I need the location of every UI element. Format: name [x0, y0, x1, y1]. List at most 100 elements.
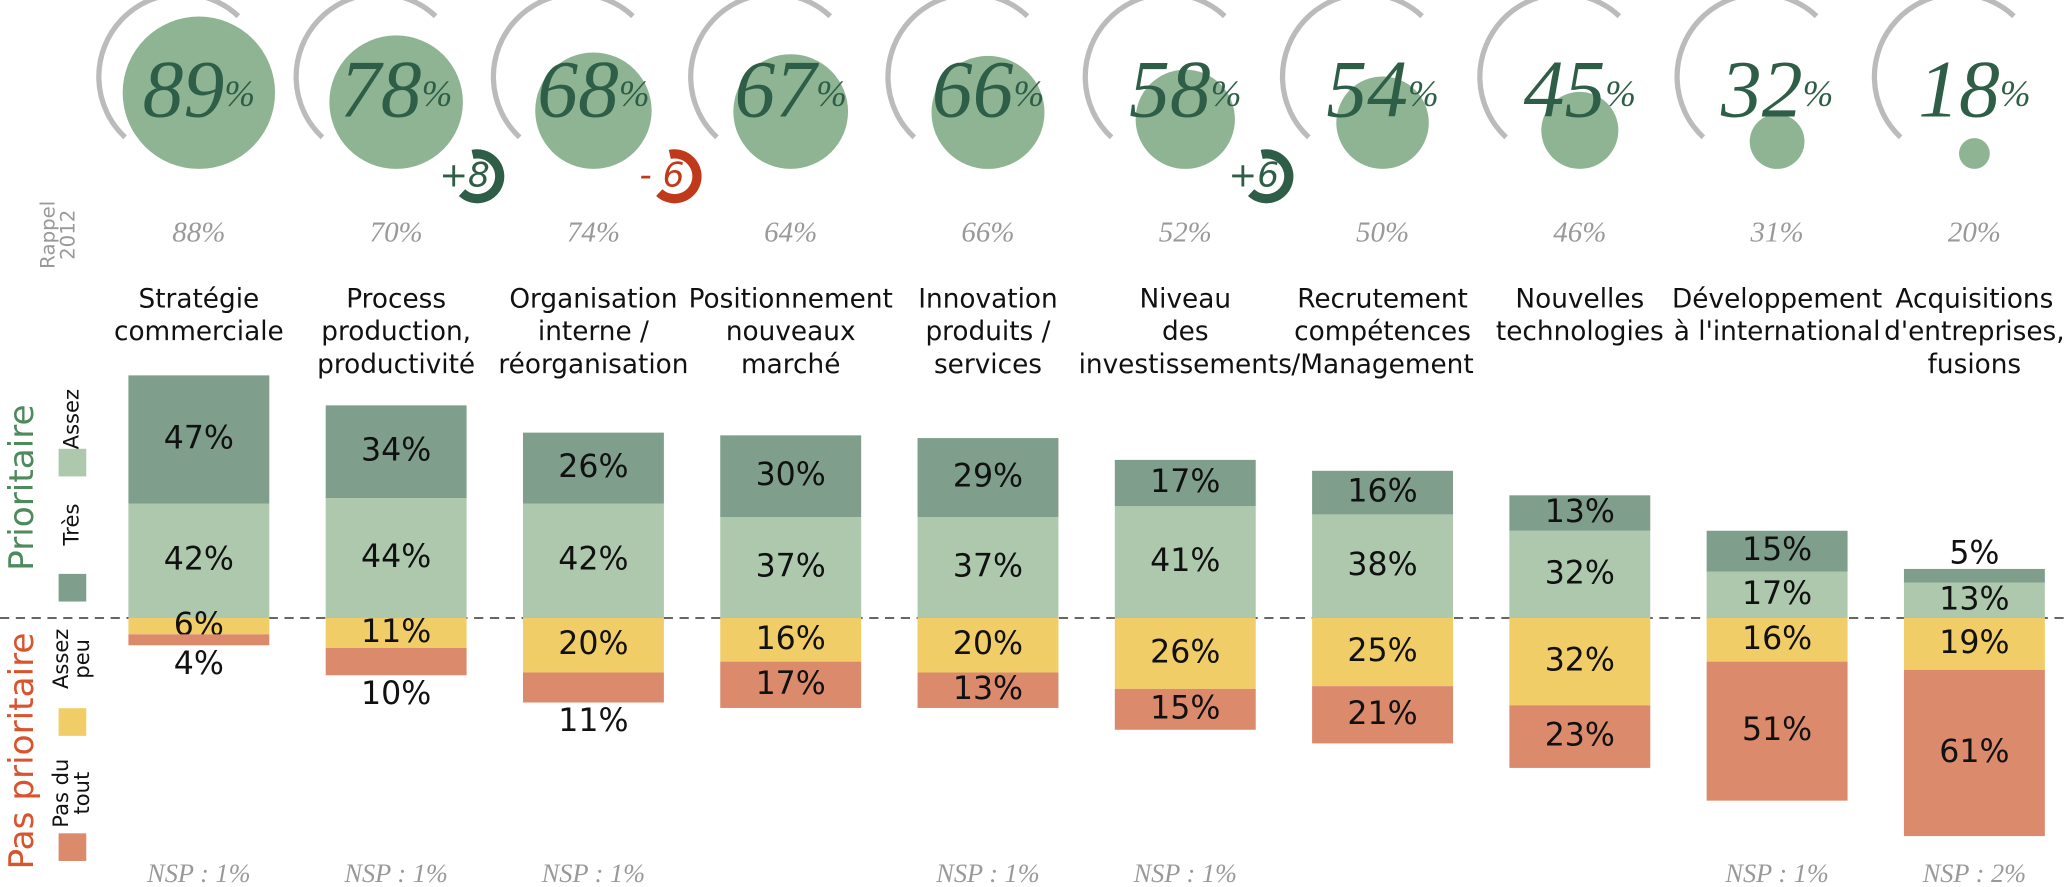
bubble-arc	[293, 0, 438, 140]
bar-segment	[720, 617, 862, 662]
recall-value: 88%	[172, 216, 225, 248]
recall-value: 70%	[370, 216, 423, 248]
nsp-label: NSP : 1%	[541, 859, 645, 887]
bar-segment	[720, 517, 862, 618]
bar-value: 61%	[1939, 734, 2009, 770]
bar-segment	[1312, 514, 1454, 618]
recall-label: Rappel2012	[36, 201, 79, 269]
bar-value: 17%	[1150, 464, 1220, 500]
category-label: Nouvelles technologies	[1496, 284, 1664, 347]
bar-segment	[1706, 571, 1848, 618]
bar-value: 51%	[1742, 712, 1812, 748]
bar-segment	[1509, 705, 1651, 768]
bar-segment	[1903, 568, 2045, 583]
nsp-label: NSP : 1%	[146, 859, 250, 887]
change-label: +6	[1229, 155, 1279, 195]
bar-segment	[522, 617, 664, 673]
bar-segment	[128, 503, 270, 618]
bar-segment	[325, 647, 467, 676]
bubble-label: 45%	[1524, 44, 1636, 135]
category-label: Organisation interne / réorganisation	[498, 284, 688, 380]
bubble-arc	[1279, 0, 1424, 140]
bar-value: 13%	[953, 671, 1023, 707]
category-label: Process production, productivité	[317, 284, 475, 380]
bar-value: 26%	[558, 449, 628, 485]
bubble-arc	[688, 0, 833, 140]
bubble	[1336, 76, 1429, 169]
bar-value: 17%	[1742, 576, 1812, 612]
nsp-label: NSP : 1%	[343, 859, 447, 887]
bar-value: 41%	[1150, 543, 1220, 579]
bar-value: 37%	[953, 549, 1023, 585]
category-label: Stratégie commerciale	[114, 284, 284, 347]
bubble	[1958, 138, 1990, 169]
legend-swatch	[57, 572, 88, 603]
legend-label: Assezpeu	[48, 629, 94, 689]
bar-value: 11%	[361, 614, 431, 650]
legend-label: Assez	[58, 389, 83, 449]
bar-segment	[917, 438, 1059, 518]
bar-value: 17%	[756, 666, 826, 702]
bar-value: 16%	[1742, 621, 1812, 657]
bar-value: 34%	[361, 433, 431, 469]
bar-value: 42%	[558, 542, 628, 578]
bar-value: 38%	[1347, 547, 1417, 583]
bar-value: 20%	[953, 626, 1023, 662]
bar-segment	[1903, 617, 2045, 670]
bar-segment	[1312, 470, 1454, 515]
bar-segment	[1509, 617, 1651, 706]
bar-value: 44%	[361, 539, 431, 575]
bar-segment	[917, 517, 1059, 618]
bar-value: 19%	[1939, 625, 2009, 661]
bar-value: 47%	[164, 420, 234, 456]
bar-segment	[522, 672, 664, 703]
bar-value: 32%	[1545, 555, 1615, 591]
bubble-arc	[1082, 0, 1227, 140]
bar-value: 5%	[1949, 535, 1999, 571]
change-label: +8	[439, 155, 489, 195]
category-label: Développement à l'international	[1672, 284, 1882, 347]
bar-value: 21%	[1347, 696, 1417, 732]
bar-segment	[917, 672, 1059, 708]
legend-label: Très	[58, 504, 83, 547]
recall-value: 64%	[764, 216, 817, 248]
bar-value: 16%	[756, 621, 826, 657]
recall-value: 46%	[1553, 216, 1606, 248]
bar-segment	[1509, 530, 1651, 618]
bar-segment	[522, 432, 664, 504]
bar-value: 26%	[1150, 634, 1220, 670]
nsp-label: NSP : 1%	[1133, 859, 1237, 887]
change-badge	[458, 149, 505, 204]
bubble	[931, 55, 1045, 169]
category-label: Positionnement nouveaux marché	[689, 284, 893, 380]
bar-segment	[128, 375, 270, 504]
category-label: Innovation produits / services	[918, 284, 1057, 380]
bar-value: 11%	[558, 703, 628, 739]
bar-value: 13%	[1545, 494, 1615, 530]
legend-label: Pas dutout	[48, 759, 94, 828]
bubble	[733, 54, 849, 169]
bubble-arc	[885, 0, 1030, 140]
recall-value: 50%	[1356, 216, 1409, 248]
bar-segment	[1509, 495, 1651, 531]
bar-value: 20%	[558, 626, 628, 662]
bubble	[329, 35, 463, 169]
category-label: Recrutement compétences/Management	[1291, 284, 1473, 380]
bar-segment	[1706, 617, 1848, 662]
change-badge	[656, 149, 702, 204]
bubble-arc	[490, 0, 635, 140]
bar-value: 10%	[361, 676, 431, 712]
bar-value: 16%	[1347, 474, 1417, 510]
bar-segment	[325, 498, 467, 618]
legend-swatch	[57, 447, 88, 478]
bar-segment	[325, 617, 467, 648]
bar-value: 29%	[953, 459, 1023, 495]
legend-swatch	[57, 706, 88, 738]
recall-value: 74%	[567, 216, 620, 248]
bar-segment	[1312, 617, 1454, 687]
bubble	[535, 52, 652, 169]
bar-segment	[720, 661, 862, 708]
bar-segment	[522, 503, 664, 618]
bar-segment	[1114, 459, 1256, 507]
